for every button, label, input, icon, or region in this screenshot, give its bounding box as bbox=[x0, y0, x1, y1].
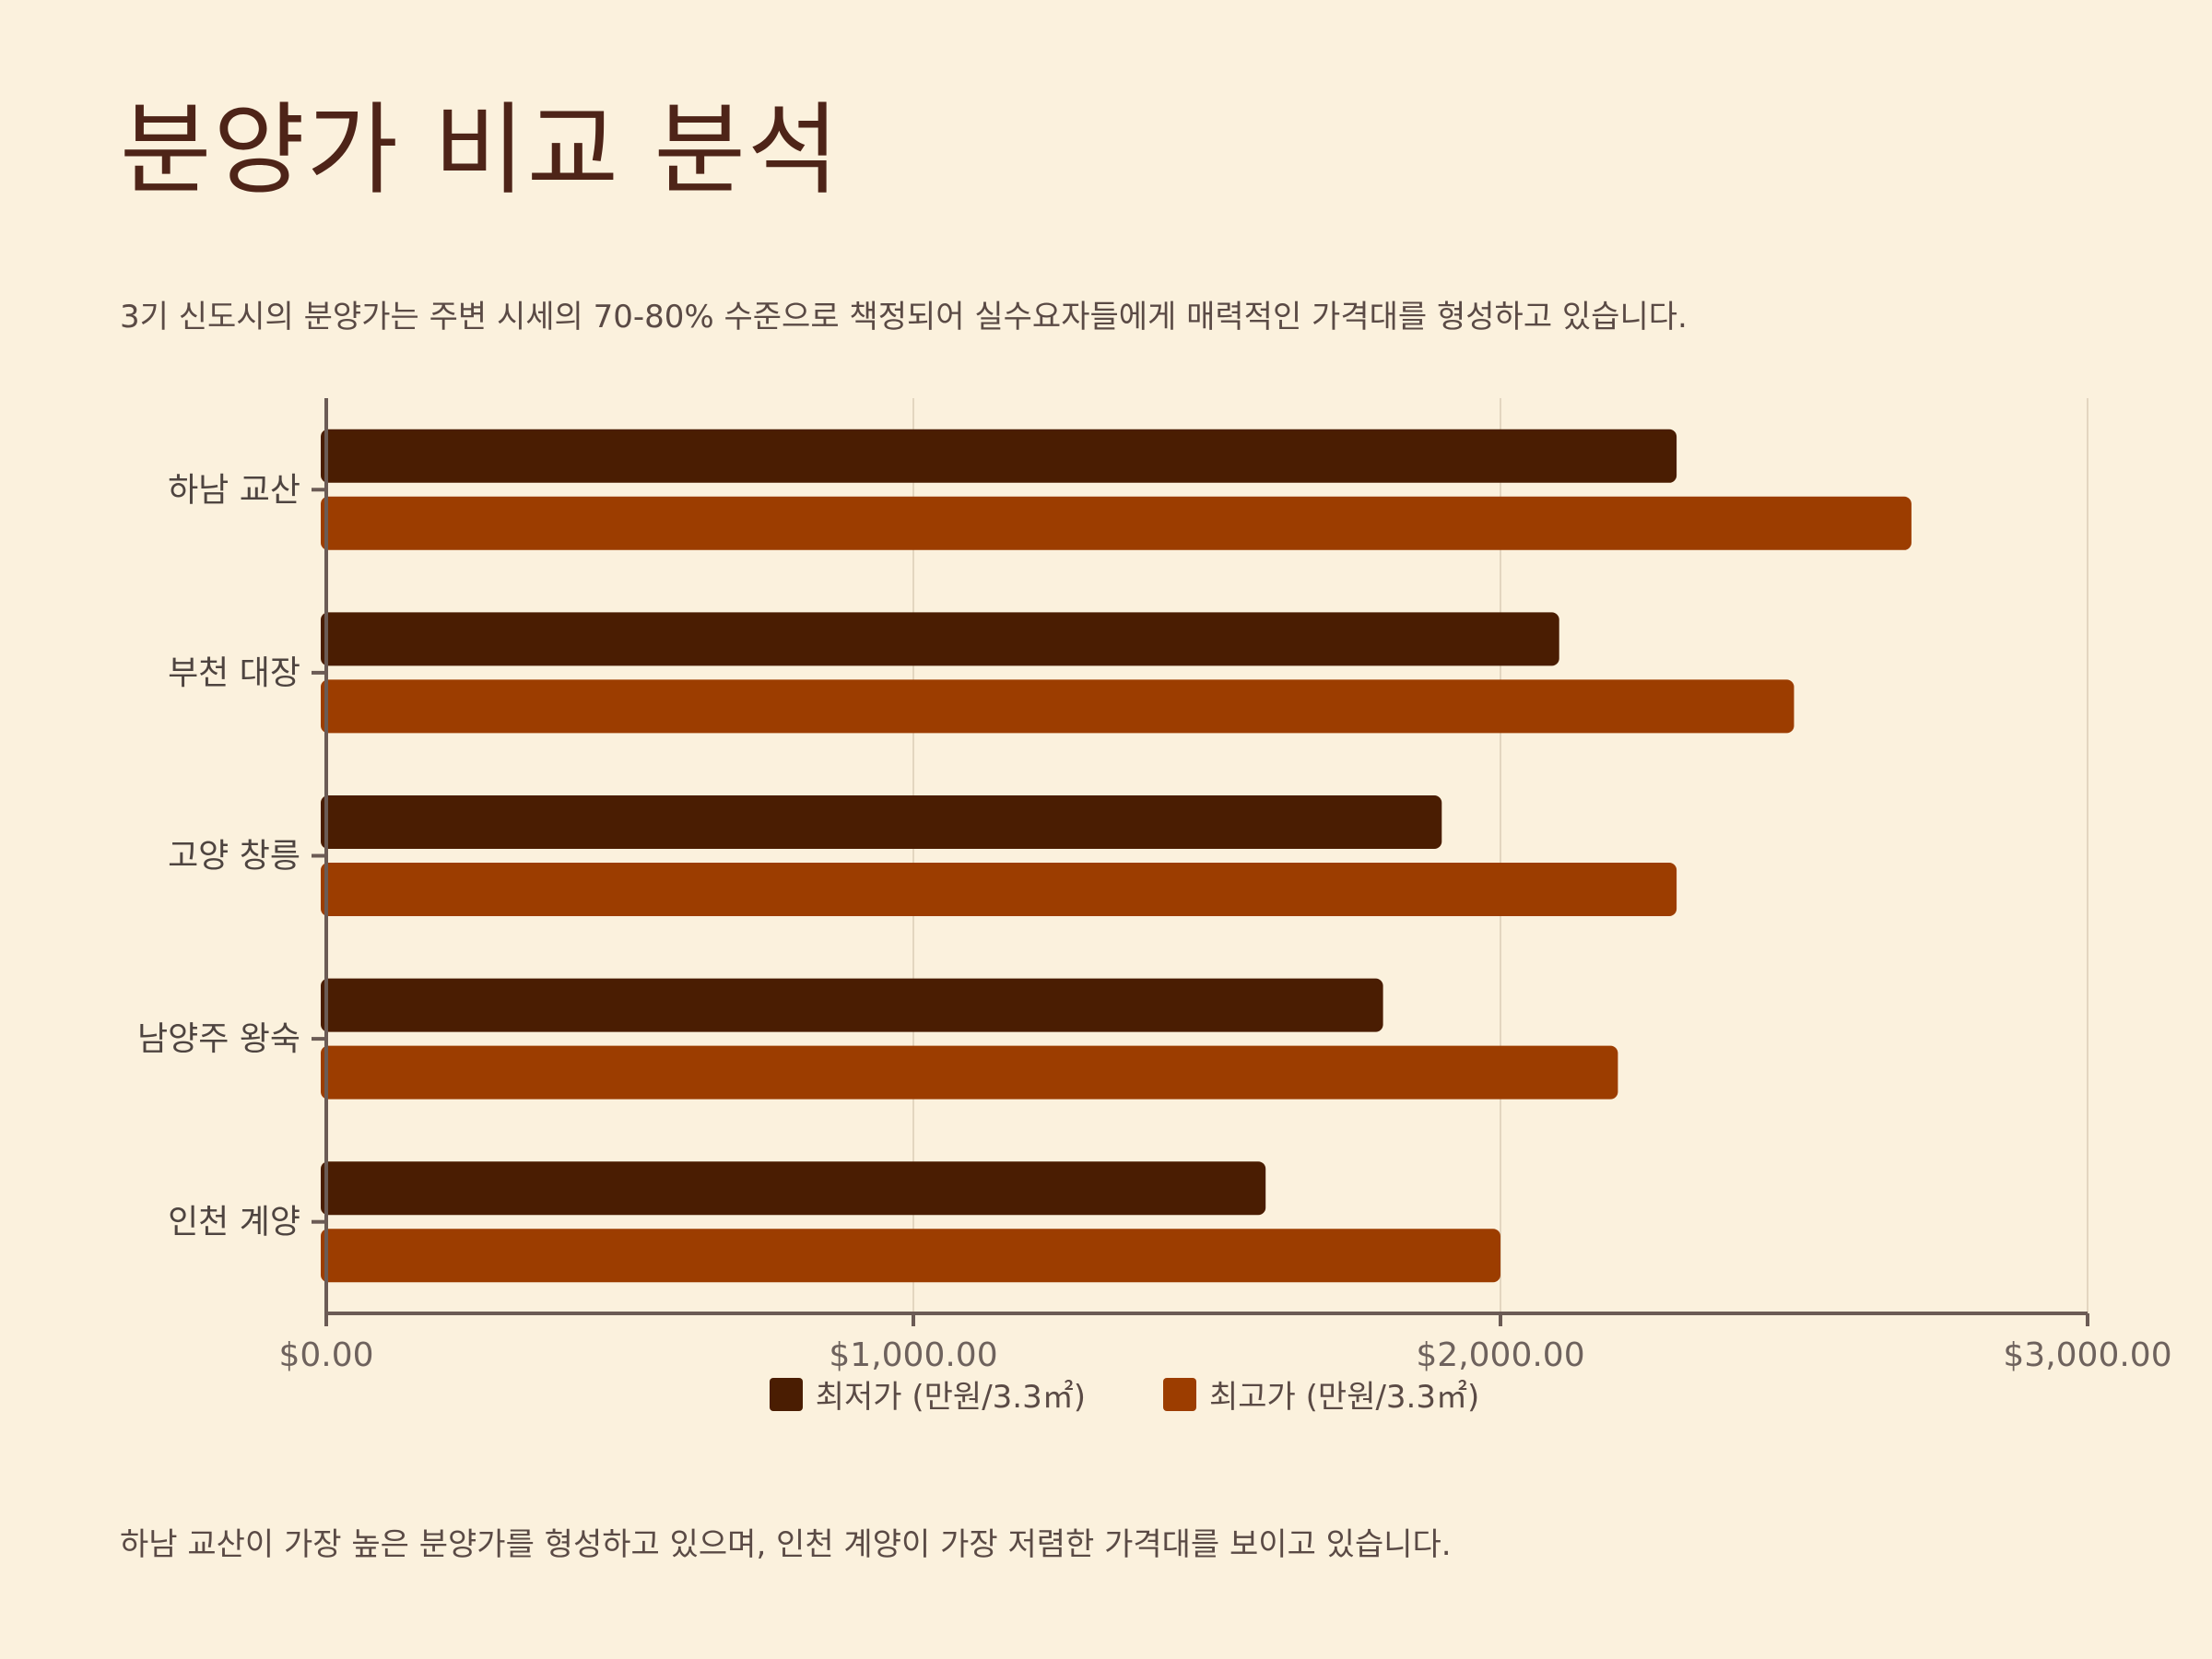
page-subtitle: 3기 신도시의 분양가는 주변 시세의 70-80% 수준으로 책정되어 실수요… bbox=[120, 299, 1688, 335]
legend-swatch-max bbox=[1163, 1377, 1196, 1411]
x-tick-label-2: $2,000.00 bbox=[1416, 1336, 1584, 1374]
category-label-3: 남양주 왕숙 bbox=[137, 1020, 300, 1058]
axes bbox=[312, 398, 2089, 1326]
legend-item-max: 최고가 (만원/3.3㎡) bbox=[1126, 1371, 1479, 1417]
legend-label-min: 최저가 (만원/3.3㎡) bbox=[815, 1379, 1086, 1416]
bar-min-4 bbox=[321, 1161, 1266, 1216]
page-title: 분양가 비교 분석 bbox=[120, 93, 841, 208]
legend-swatch-min bbox=[769, 1377, 803, 1411]
bar-min-3 bbox=[321, 978, 1383, 1032]
bar-min-1 bbox=[321, 612, 1559, 666]
bar-max-1 bbox=[321, 679, 1794, 734]
bar-max-4 bbox=[321, 1229, 1500, 1283]
bars bbox=[321, 429, 1912, 1283]
category-label-4: 인천 계양 bbox=[168, 1204, 300, 1241]
bar-min-0 bbox=[321, 429, 1677, 483]
bar-max-3 bbox=[321, 1045, 1618, 1100]
legend-label-max: 최고가 (만원/3.3㎡) bbox=[1209, 1379, 1480, 1416]
page-footnote: 하남 교산이 가장 높은 분양가를 형성하고 있으며, 인천 계양이 가장 저렴… bbox=[120, 1526, 1452, 1563]
x-tick-label-0: $0.00 bbox=[278, 1336, 373, 1374]
legend: 최저가 (만원/3.3㎡) 최고가 (만원/3.3㎡) bbox=[0, 1371, 2212, 1417]
bar-max-2 bbox=[321, 863, 1677, 916]
bar-min-2 bbox=[321, 795, 1442, 849]
legend-item-min: 최저가 (만원/3.3㎡) bbox=[733, 1371, 1086, 1417]
category-label-1: 부천 대장 bbox=[168, 654, 300, 692]
category-label-2: 고양 창릉 bbox=[168, 838, 300, 876]
grid-lines bbox=[912, 398, 2088, 1313]
x-tick-label-3: $3,000.00 bbox=[2003, 1336, 2171, 1374]
x-tick-label-1: $1,000.00 bbox=[829, 1336, 997, 1374]
category-label-0: 하남 교산 bbox=[168, 471, 300, 509]
bar-max-0 bbox=[321, 496, 1912, 550]
